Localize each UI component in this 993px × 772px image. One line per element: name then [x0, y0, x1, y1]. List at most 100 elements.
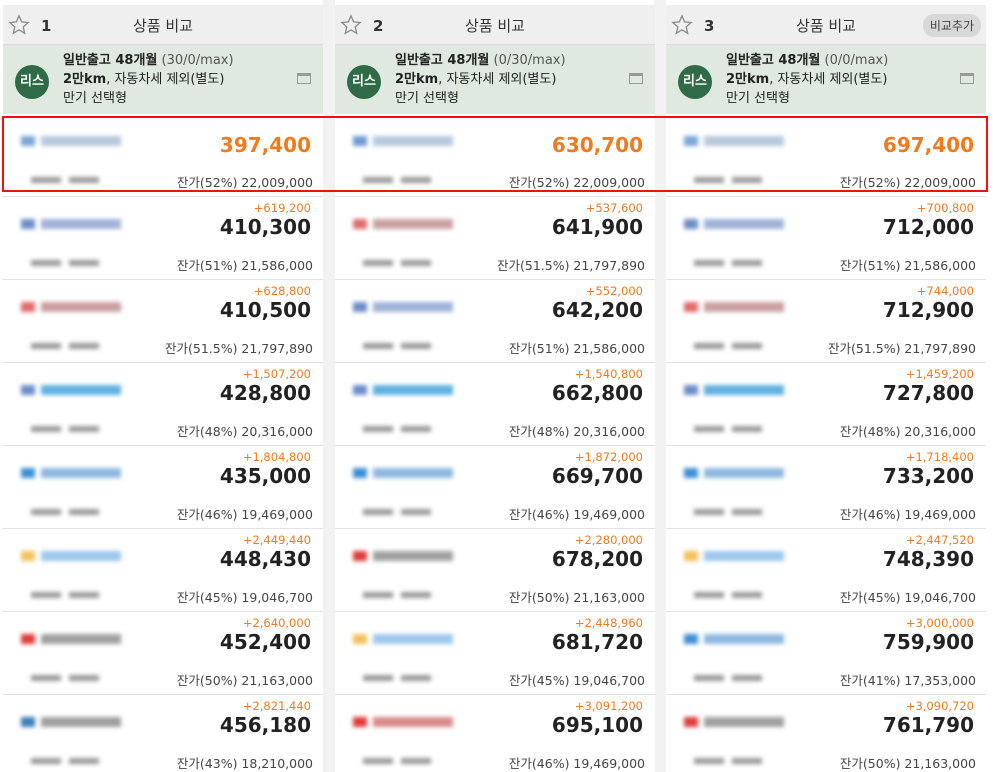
product-name	[694, 749, 784, 764]
monthly-price: 641,900	[551, 215, 643, 239]
column-header: 2 상품 비교	[335, 5, 655, 45]
company-logo	[21, 130, 141, 154]
company-logo	[684, 545, 804, 569]
column-gutter	[654, 0, 666, 772]
residual-value: 잔가(52%) 22,009,000	[176, 175, 313, 190]
window-icon[interactable]	[297, 73, 311, 84]
product-name	[363, 334, 453, 349]
monthly-price: 642,200	[551, 298, 643, 322]
price-difference: +744,000	[916, 284, 974, 298]
product-name	[31, 417, 121, 432]
residual-value: 잔가(46%) 19,469,000	[176, 507, 313, 522]
residual-value: 잔가(52%) 22,009,000	[508, 175, 645, 190]
quote-row[interactable]: +1,872,000 669,700 잔가(46%) 19,469,000	[335, 446, 655, 529]
company-logo	[21, 462, 141, 486]
quote-row[interactable]: +3,090,720 761,790 잔가(50%) 21,163,000	[666, 695, 986, 772]
price-difference: +537,600	[585, 201, 643, 215]
company-logo	[21, 628, 141, 652]
price-difference: +2,821,440	[242, 699, 311, 713]
company-logo	[353, 462, 473, 486]
residual-value: 잔가(48%) 20,316,000	[839, 424, 976, 439]
quote-row[interactable]: +744,000 712,900 잔가(51.5%) 21,797,890	[666, 280, 986, 363]
quote-row[interactable]: +552,000 642,200 잔가(51%) 21,586,000	[335, 280, 655, 363]
product-name	[363, 417, 453, 432]
quote-row[interactable]: +2,640,000 452,400 잔가(50%) 21,163,000	[3, 612, 323, 695]
monthly-price: 435,000	[219, 464, 311, 488]
column-title: 상품 비교	[133, 17, 193, 35]
company-logo	[21, 711, 141, 735]
lease-badge: 리스	[678, 65, 712, 99]
company-logo	[353, 213, 473, 237]
product-name	[31, 168, 121, 183]
residual-value: 잔가(51.5%) 21,797,890	[164, 341, 313, 356]
residual-value: 잔가(51.5%) 21,797,890	[496, 258, 645, 273]
price-difference: +628,800	[253, 284, 311, 298]
add-compare-button[interactable]: 비교추가	[922, 14, 981, 37]
price-difference: +2,640,000	[242, 616, 311, 630]
company-logo	[684, 462, 804, 486]
quote-row[interactable]: +2,449,440 448,430 잔가(45%) 19,046,700	[3, 529, 323, 612]
product-name	[31, 251, 121, 266]
monthly-price: 456,180	[219, 713, 311, 737]
residual-value: 잔가(50%) 21,163,000	[176, 673, 313, 688]
company-logo	[353, 296, 473, 320]
lease-badge: 리스	[15, 65, 49, 99]
price-difference: +1,804,800	[242, 450, 311, 464]
residual-value: 잔가(51%) 21,586,000	[508, 341, 645, 356]
quote-row[interactable]: +1,804,800 435,000 잔가(46%) 19,469,000	[3, 446, 323, 529]
condition-term: 일반출고 48개월	[63, 53, 158, 68]
quote-row[interactable]: +2,821,440 456,180 잔가(43%) 18,210,000	[3, 695, 323, 772]
condition-panel: 리스 일반출고 48개월 (30/0/max) 2만km, 자동차세 제외(별도) 만…	[3, 45, 323, 114]
star-icon[interactable]	[671, 14, 693, 36]
monthly-price: 697,400	[882, 133, 974, 157]
price-difference: +1,540,800	[574, 367, 643, 381]
quote-row[interactable]: +2,448,960 681,720 잔가(45%) 19,046,700	[335, 612, 655, 695]
quote-row[interactable]: +2,447,520 748,390 잔가(45%) 19,046,700	[666, 529, 986, 612]
star-icon[interactable]	[340, 14, 362, 36]
condition-maturity: 만기 선택형	[395, 91, 459, 106]
product-name	[363, 749, 453, 764]
quote-row[interactable]: +700,800 712,000 잔가(51%) 21,586,000	[666, 197, 986, 280]
lease-badge: 리스	[347, 65, 381, 99]
quote-row[interactable]: +1,459,200 727,800 잔가(48%) 20,316,000	[666, 363, 986, 446]
product-name	[31, 583, 121, 598]
quote-row[interactable]: +3,091,200 695,100 잔가(46%) 19,469,000	[335, 695, 655, 772]
company-logo	[353, 130, 473, 154]
star-icon[interactable]	[8, 14, 30, 36]
compare-column-1: 1 상품 비교 리스 일반출고 48개월 (30/0/max) 2만km, 자동차세 제…	[3, 5, 323, 772]
monthly-price: 678,200	[551, 547, 643, 571]
quote-row[interactable]: +3,000,000 759,900 잔가(41%) 17,353,000	[666, 612, 986, 695]
residual-value: 잔가(43%) 18,210,000	[176, 756, 313, 771]
residual-value: 잔가(51.5%) 21,797,890	[827, 341, 976, 356]
quote-row[interactable]: +2,280,000 678,200 잔가(50%) 21,163,000	[335, 529, 655, 612]
quote-row[interactable]: +628,800 410,500 잔가(51.5%) 21,797,890	[3, 280, 323, 363]
company-logo	[21, 213, 141, 237]
quote-row[interactable]: +619,200 410,300 잔가(51%) 21,586,000	[3, 197, 323, 280]
condition-term: 일반출고 48개월	[726, 53, 821, 68]
window-icon[interactable]	[960, 73, 974, 84]
quote-row[interactable]: 630,700 잔가(52%) 22,009,000	[335, 114, 655, 197]
compare-column-2: 2 상품 비교 리스 일반출고 48개월 (0/30/max) 2만km, 자동차세 제…	[335, 5, 655, 772]
quote-row[interactable]: +1,718,400 733,200 잔가(46%) 19,469,000	[666, 446, 986, 529]
product-name	[363, 666, 453, 681]
residual-value: 잔가(46%) 19,469,000	[839, 507, 976, 522]
quote-row[interactable]: +537,600 641,900 잔가(51.5%) 21,797,890	[335, 197, 655, 280]
condition-tax: , 자동차세 제외(별도)	[438, 72, 557, 87]
price-difference: +1,718,400	[905, 450, 974, 464]
condition-tax: , 자동차세 제외(별도)	[769, 72, 888, 87]
quote-row[interactable]: 697,400 잔가(52%) 22,009,000	[666, 114, 986, 197]
window-icon[interactable]	[629, 73, 643, 84]
quote-row[interactable]: 397,400 잔가(52%) 22,009,000	[3, 114, 323, 197]
product-name	[363, 168, 453, 183]
condition-mileage: 2만km	[726, 72, 770, 87]
company-logo	[21, 296, 141, 320]
product-name	[694, 500, 784, 515]
quote-row[interactable]: +1,507,200 428,800 잔가(48%) 20,316,000	[3, 363, 323, 446]
column-number: 1	[41, 17, 52, 35]
condition-ratio: (0/0/max)	[824, 53, 889, 68]
product-name	[31, 749, 121, 764]
quote-row[interactable]: +1,540,800 662,800 잔가(48%) 20,316,000	[335, 363, 655, 446]
monthly-price: 761,790	[882, 713, 974, 737]
monthly-price: 630,700	[551, 133, 643, 157]
condition-text: 일반출고 48개월 (0/0/max) 2만km, 자동차세 제외(별도) 만기 선…	[726, 51, 888, 108]
